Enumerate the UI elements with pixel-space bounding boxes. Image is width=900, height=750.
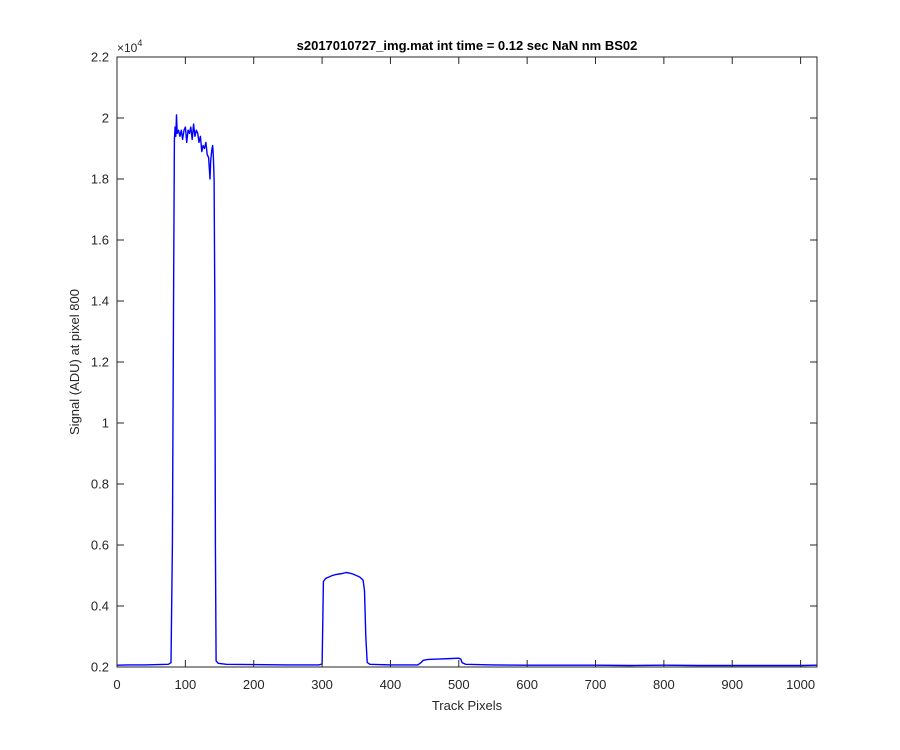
x-tick-label: 500 (448, 677, 470, 692)
x-tick-label: 800 (653, 677, 675, 692)
y-exponent-label: ×104 (117, 38, 142, 55)
y-tick-label: 1.2 (91, 355, 109, 370)
y-tick-label: 2 (102, 111, 109, 126)
y-tick-label: 0.8 (91, 477, 109, 492)
y-tick-label: 2.2 (91, 50, 109, 65)
x-tick-label: 200 (243, 677, 265, 692)
x-tick-label: 0 (113, 677, 120, 692)
y-tick-label: 1.8 (91, 172, 109, 187)
labels-layer: s2017010727_img.mat int time = 0.12 sec … (67, 38, 637, 713)
ticks-layer: 0 100 200 300 400 500 600 700 800 900 1000 0.2 0.4 0.… (91, 50, 817, 692)
axes-box (116, 56, 818, 668)
y-tick-label: 0.6 (91, 538, 109, 553)
x-tick-label: 300 (311, 677, 333, 692)
y-tick-label: 1 (102, 416, 109, 431)
x-tick-label: 1000 (786, 677, 815, 692)
x-tick-label: 700 (585, 677, 607, 692)
plot-area (116, 56, 818, 668)
y-tick-label: 0.2 (91, 660, 109, 675)
x-tick-label: 400 (380, 677, 402, 692)
y-axis-label: Signal (ADU) at pixel 800 (67, 289, 82, 435)
series-layer (116, 114, 818, 667)
x-tick-label: 100 (175, 677, 197, 692)
y-tick-label: 1.4 (91, 294, 109, 309)
y-exponent-base: ×10 (117, 41, 138, 55)
y-tick-label: 1.6 (91, 233, 109, 248)
y-tick-label: 0.4 (91, 599, 109, 614)
x-tick-label: 600 (516, 677, 538, 692)
series-line-1 (116, 114, 818, 667)
y-exponent-power: 4 (137, 38, 142, 48)
chart-title: s2017010727_img.mat int time = 0.12 sec … (297, 38, 638, 53)
x-axis-label: Track Pixels (432, 698, 503, 713)
x-tick-label: 900 (721, 677, 743, 692)
